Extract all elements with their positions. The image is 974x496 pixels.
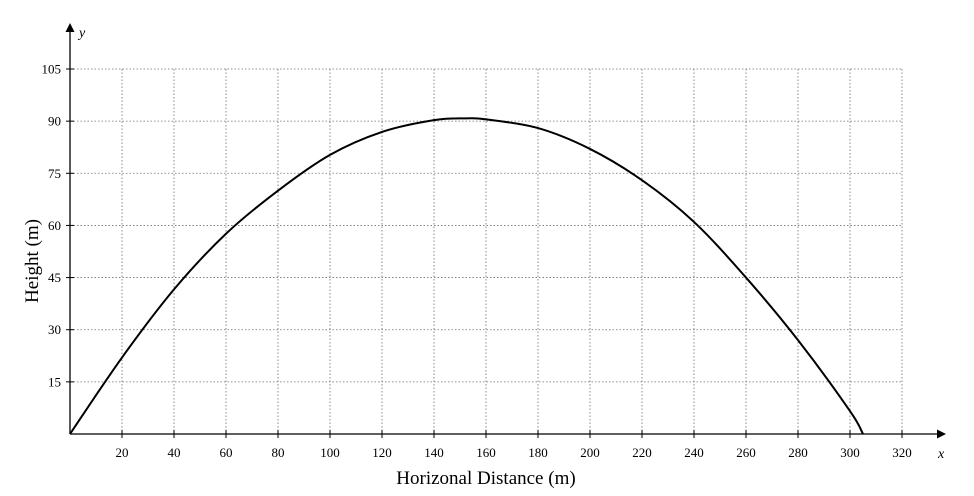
x-axis-arrow [937,429,946,439]
x-tick-label: 180 [528,445,548,460]
x-tick-label: 20 [116,445,129,460]
y-tick-label: 75 [48,166,61,181]
y-tick-label: 45 [48,270,61,285]
x-tick-label: 120 [372,445,392,460]
y-tick-label: 105 [42,62,62,77]
y-axis-arrow [65,23,75,32]
grid [70,68,903,434]
x-tick-label: 280 [788,445,808,460]
x-tick-label: 80 [272,445,285,460]
x-tick-label: 220 [632,445,652,460]
y-ticks: 15 30 45 60 75 90 105 [42,62,74,389]
y-tick-label: 60 [48,218,61,233]
x-tick-label: 40 [168,445,181,460]
y-axis-title: Height (m) [22,219,43,303]
x-tick-label: 300 [840,445,860,460]
x-tick-label: 240 [684,445,704,460]
x-tick-label: 320 [892,445,912,460]
x-tick-label: 100 [320,445,340,460]
y-tick-label: 30 [48,322,61,337]
x-tick-label: 200 [580,445,600,460]
y-tick-label: 15 [48,374,61,389]
trajectory-line [69,117,864,435]
x-axis-letter: x [937,447,945,462]
x-axis-title: Horizonal Distance (m) [396,468,575,489]
x-tick-label: 140 [424,445,444,460]
y-axis-letter: y [77,26,86,41]
x-tick-label: 60 [220,445,233,460]
x-ticks: 20 40 60 80 100 120 140 160 180 200 220 240 260 280 30… [116,430,912,460]
x-tick-label: 260 [736,445,756,460]
axes [65,23,946,439]
x-tick-label: 160 [476,445,496,460]
y-tick-label: 90 [48,114,61,129]
